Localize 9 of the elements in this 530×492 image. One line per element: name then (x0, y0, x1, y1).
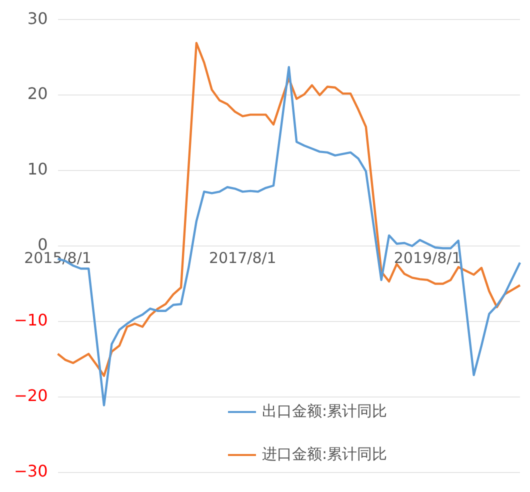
y-tick-label: −20 (14, 386, 48, 406)
legend-label: 进口金额:累计同比 (262, 445, 388, 464)
y-tick-label: 20 (27, 84, 48, 104)
y-tick-label: 10 (27, 160, 48, 179)
y-tick-label: −10 (14, 310, 48, 330)
legend-label: 出口金额:累计同比 (262, 402, 388, 421)
y-tick-label: 30 (27, 8, 48, 28)
y-tick-label: −30 (14, 462, 48, 481)
x-tick-label: 2017/8/1 (208, 248, 276, 267)
